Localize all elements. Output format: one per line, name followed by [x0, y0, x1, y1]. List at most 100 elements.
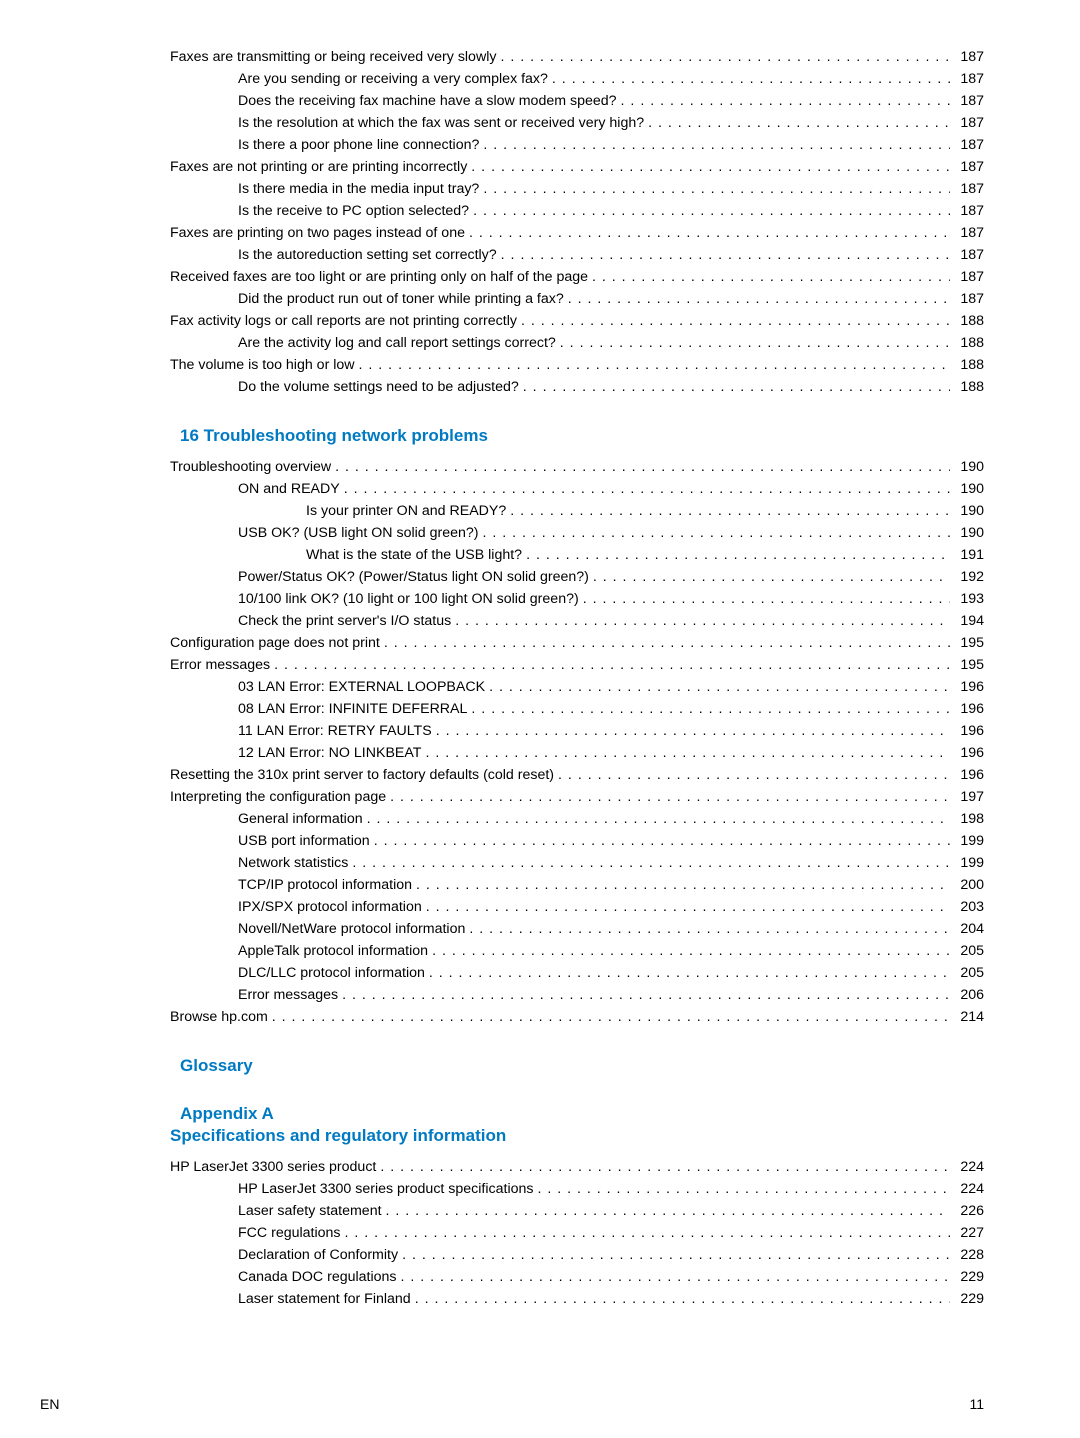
- toc-line[interactable]: Are the activity log and call report set…: [170, 332, 984, 354]
- toc-line[interactable]: Faxes are printing on two pages instead …: [170, 222, 984, 244]
- toc-leader-dots: [380, 1156, 950, 1178]
- toc-page-number: 187: [954, 244, 984, 266]
- toc-page-number: 203: [954, 896, 984, 918]
- toc-line[interactable]: 03 LAN Error: EXTERNAL LOOPBACK 196: [170, 676, 984, 698]
- toc-line[interactable]: FCC regulations 227: [170, 1222, 984, 1244]
- toc-line[interactable]: Does the receiving fax machine have a sl…: [170, 90, 984, 112]
- toc-page-number: 195: [954, 654, 984, 676]
- toc-label: Resetting the 310x print server to facto…: [170, 764, 554, 786]
- toc-page-number: 196: [954, 698, 984, 720]
- toc-label: Check the print server's I/O status: [238, 610, 451, 632]
- toc-page-number: 199: [954, 830, 984, 852]
- toc-line[interactable]: Is the resolution at which the fax was s…: [170, 112, 984, 134]
- toc-line[interactable]: 08 LAN Error: INFINITE DEFERRAL 196: [170, 698, 984, 720]
- toc-line[interactable]: HP LaserJet 3300 series product specific…: [170, 1178, 984, 1200]
- toc-line[interactable]: Is your printer ON and READY? 190: [170, 500, 984, 522]
- toc-line[interactable]: 10/100 link OK? (10 light or 100 light O…: [170, 588, 984, 610]
- toc-page-number: 187: [954, 178, 984, 200]
- toc-line[interactable]: Is the receive to PC option selected? 18…: [170, 200, 984, 222]
- section-heading[interactable]: 16 Troubleshooting network problems: [170, 426, 984, 446]
- toc-page-number: 204: [954, 918, 984, 940]
- toc-label: Browse hp.com: [170, 1006, 268, 1028]
- toc-page-number: 196: [954, 676, 984, 698]
- toc-label: Does the receiving fax machine have a sl…: [238, 90, 617, 112]
- toc-line[interactable]: AppleTalk protocol information 205: [170, 940, 984, 962]
- toc-page-number: 224: [954, 1156, 984, 1178]
- toc-line[interactable]: Resetting the 310x print server to facto…: [170, 764, 984, 786]
- toc-line[interactable]: Do the volume settings need to be adjust…: [170, 376, 984, 398]
- toc-line[interactable]: Is the autoreduction setting set correct…: [170, 244, 984, 266]
- toc-line[interactable]: Error messages 195: [170, 654, 984, 676]
- toc-page-number: 196: [954, 764, 984, 786]
- toc-line[interactable]: TCP/IP protocol information 200: [170, 874, 984, 896]
- toc-label: Is your printer ON and READY?: [306, 500, 506, 522]
- toc-line[interactable]: The volume is too high or low 188: [170, 354, 984, 376]
- toc-line[interactable]: Faxes are not printing or are printing i…: [170, 156, 984, 178]
- toc-line[interactable]: Canada DOC regulations 229: [170, 1266, 984, 1288]
- toc-label: Laser safety statement: [238, 1200, 382, 1222]
- toc-line[interactable]: 11 LAN Error: RETRY FAULTS 196: [170, 720, 984, 742]
- toc-line[interactable]: Are you sending or receiving a very comp…: [170, 68, 984, 90]
- toc-line[interactable]: Declaration of Conformity 228: [170, 1244, 984, 1266]
- toc-line[interactable]: Fax activity logs or call reports are no…: [170, 310, 984, 332]
- toc-line[interactable]: What is the state of the USB light? 191: [170, 544, 984, 566]
- toc-line[interactable]: Is there media in the media input tray? …: [170, 178, 984, 200]
- toc-line[interactable]: Novell/NetWare protocol information 204: [170, 918, 984, 940]
- toc-leader-dots: [425, 742, 950, 764]
- toc-page-number: 229: [954, 1288, 984, 1310]
- toc-line[interactable]: Configuration page does not print 195: [170, 632, 984, 654]
- toc-leader-dots: [469, 222, 950, 244]
- toc-line[interactable]: HP LaserJet 3300 series product 224: [170, 1156, 984, 1178]
- toc-line[interactable]: ON and READY 190: [170, 478, 984, 500]
- toc-line[interactable]: USB port information 199: [170, 830, 984, 852]
- section-heading[interactable]: Appendix A: [170, 1104, 984, 1124]
- toc-leader-dots: [429, 962, 950, 984]
- toc-leader-dots: [402, 1244, 950, 1266]
- toc-page-number: 196: [954, 720, 984, 742]
- toc-line[interactable]: 12 LAN Error: NO LINKBEAT 196: [170, 742, 984, 764]
- toc-leader-dots: [521, 310, 950, 332]
- toc-line[interactable]: Browse hp.com 214: [170, 1006, 984, 1028]
- toc-line[interactable]: Check the print server's I/O status 194: [170, 610, 984, 632]
- toc-line[interactable]: IPX/SPX protocol information 203: [170, 896, 984, 918]
- toc-label: Power/Status OK? (Power/Status light ON …: [238, 566, 589, 588]
- toc-label: Is there a poor phone line connection?: [238, 134, 479, 156]
- toc-label: Is there media in the media input tray?: [238, 178, 479, 200]
- toc-line[interactable]: Troubleshooting overview 190: [170, 456, 984, 478]
- toc-page-number: 192: [954, 566, 984, 588]
- toc-label: Did the product run out of toner while p…: [238, 288, 564, 310]
- toc-line[interactable]: Network statistics 199: [170, 852, 984, 874]
- toc-label: Received faxes are too light or are prin…: [170, 266, 588, 288]
- toc-label: Faxes are not printing or are printing i…: [170, 156, 467, 178]
- toc-leader-dots: [272, 1006, 951, 1028]
- toc-leader-dots: [335, 456, 950, 478]
- toc-page-number: 200: [954, 874, 984, 896]
- section-heading[interactable]: Glossary: [170, 1056, 984, 1076]
- toc-page-number: 187: [954, 90, 984, 112]
- toc-line[interactable]: Received faxes are too light or are prin…: [170, 266, 984, 288]
- toc-line[interactable]: General information 198: [170, 808, 984, 830]
- toc-leader-dots: [469, 918, 950, 940]
- toc-page-number: 206: [954, 984, 984, 1006]
- toc-label: 08 LAN Error: INFINITE DEFERRAL: [238, 698, 467, 720]
- toc-label: USB OK? (USB light ON solid green?): [238, 522, 479, 544]
- toc-leader-dots: [344, 478, 951, 500]
- toc-line[interactable]: USB OK? (USB light ON solid green?) 190: [170, 522, 984, 544]
- toc-line[interactable]: Laser safety statement 226: [170, 1200, 984, 1222]
- toc-line[interactable]: Is there a poor phone line connection? 1…: [170, 134, 984, 156]
- toc-label: Error messages: [238, 984, 338, 1006]
- toc-leader-dots: [552, 68, 950, 90]
- toc-line[interactable]: Error messages 206: [170, 984, 984, 1006]
- footer-left: EN: [40, 1396, 59, 1412]
- toc-leader-dots: [401, 1266, 951, 1288]
- toc-line[interactable]: Power/Status OK? (Power/Status light ON …: [170, 566, 984, 588]
- section-heading[interactable]: Specifications and regulatory informatio…: [170, 1126, 984, 1146]
- toc-line[interactable]: DLC/LLC protocol information 205: [170, 962, 984, 984]
- toc-label: 03 LAN Error: EXTERNAL LOOPBACK: [238, 676, 485, 698]
- toc-label: Faxes are printing on two pages instead …: [170, 222, 465, 244]
- toc-leader-dots: [384, 632, 951, 654]
- toc-line[interactable]: Did the product run out of toner while p…: [170, 288, 984, 310]
- toc-line[interactable]: Interpreting the configuration page 197: [170, 786, 984, 808]
- toc-line[interactable]: Faxes are transmitting or being received…: [170, 46, 984, 68]
- toc-line[interactable]: Laser statement for Finland 229: [170, 1288, 984, 1310]
